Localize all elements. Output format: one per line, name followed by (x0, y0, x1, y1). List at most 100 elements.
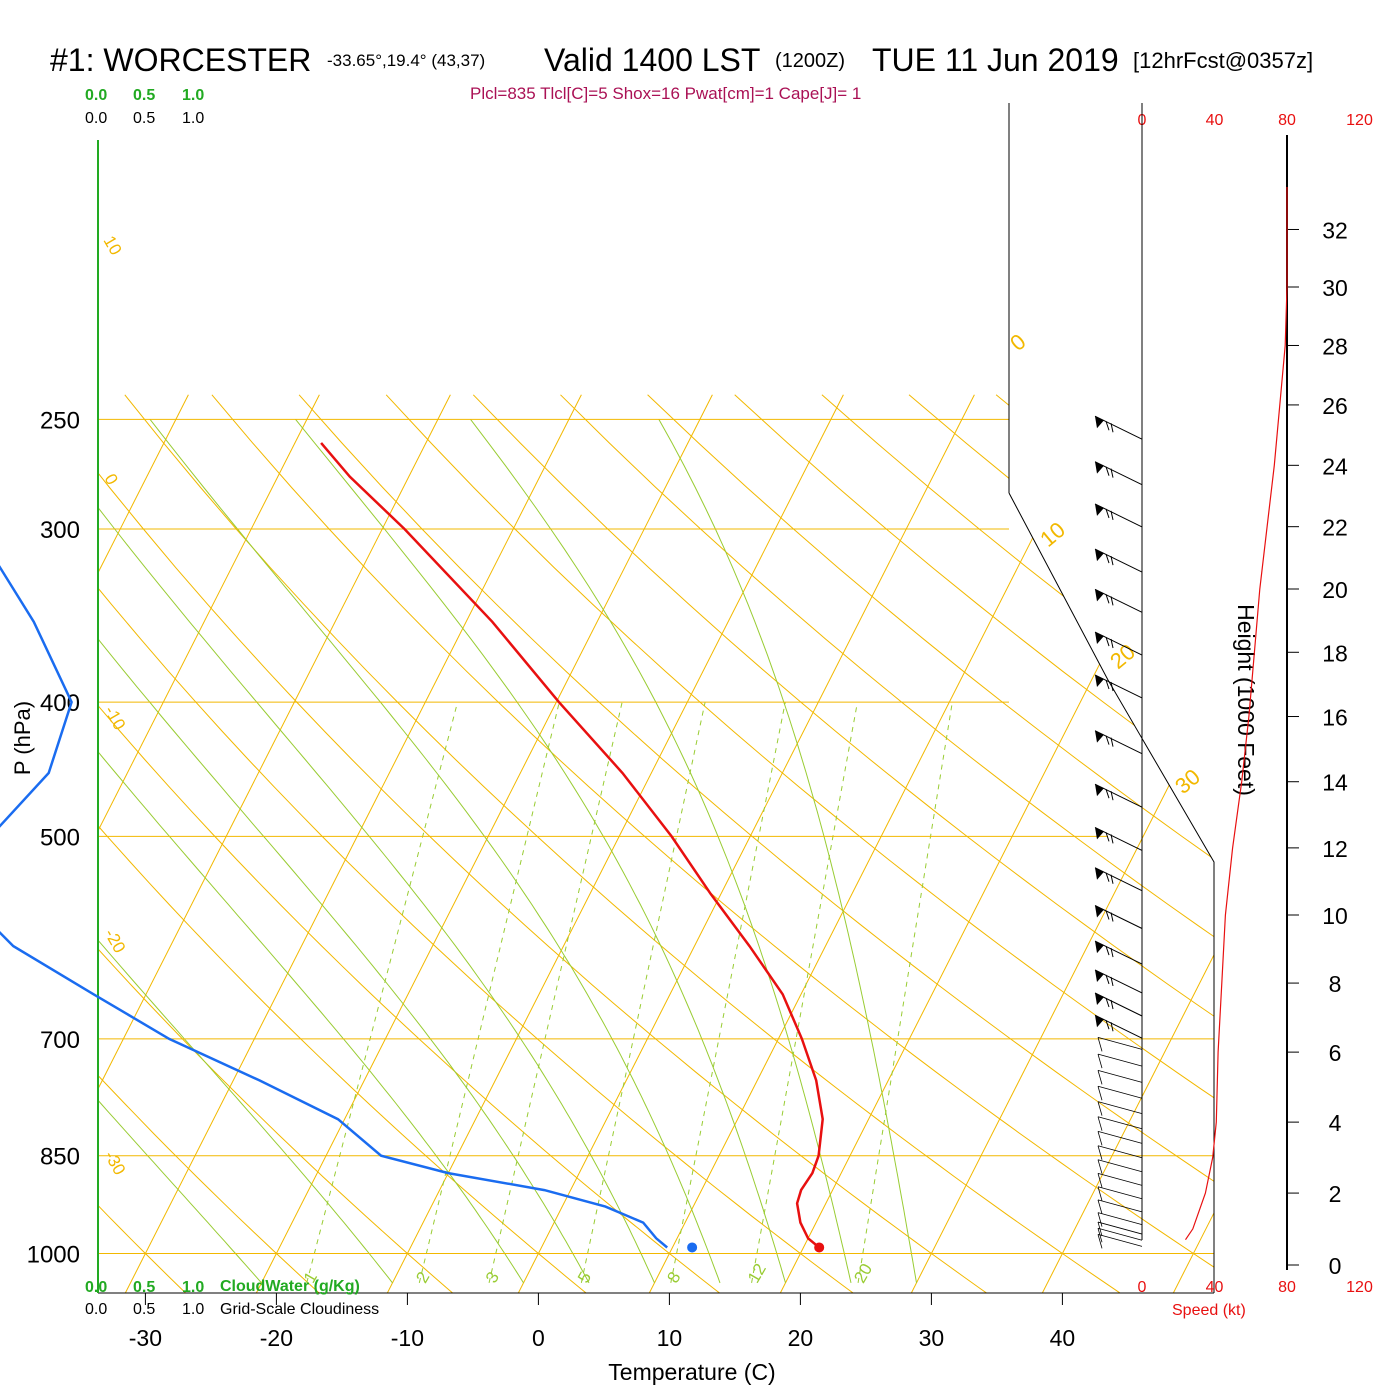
speed-tick-bottom: 0 (1138, 1279, 1147, 1296)
wind-barb (1097, 1212, 1143, 1227)
pressure-label-400: 400 (40, 690, 80, 717)
height-axis-title: Height (1000 Feet) (1233, 604, 1259, 796)
station-title: #1: WORCESTER (50, 42, 311, 78)
cloudwater-label: CloudWater (g/Kg) (220, 1278, 360, 1295)
dry-adiabat (98, 394, 744, 1293)
temperature-axis: -30 -20 -10 0 10 20 30 40 (129, 1293, 1075, 1351)
mixing-ratio-line (580, 702, 706, 1283)
dry-adiabat (98, 394, 609, 1293)
mixing-ratio-line (670, 702, 786, 1283)
forecast-date: TUE 11 Jun 2019 (872, 42, 1119, 78)
x-tick-label: 40 (1050, 1325, 1076, 1351)
moist-adiabat (98, 750, 524, 1284)
dry-adiabat (98, 394, 340, 1293)
isotherm (98, 394, 320, 1293)
dry-adiabat (1082, 394, 1214, 1293)
top-cloudwater-scale: 0.0 0.5 1.0 (85, 87, 204, 104)
x-tick-label: 20 (788, 1325, 814, 1351)
height-tick-label: 24 (1322, 453, 1348, 479)
wind-barb (1094, 940, 1143, 965)
isotherms (98, 394, 1214, 1293)
wind-barb (1094, 631, 1143, 656)
isotherm (98, 394, 451, 1293)
height-tick-label: 6 (1329, 1040, 1342, 1066)
isotherm (115, 394, 582, 1293)
mixing-ratio-label: 8 (663, 1269, 684, 1287)
mixing-ratio-line (488, 702, 623, 1283)
temperature-line (320, 442, 824, 1249)
height-tick-label: 18 (1322, 640, 1348, 666)
top-cloudiness-scale: 0.0 0.5 1.0 (85, 110, 204, 127)
speed-tick-bottom: 40 (1206, 1279, 1224, 1296)
isotherm (770, 394, 1214, 1293)
stability-indices: Plcl=835 Tlcl[C]=5 Shox=16 Pwat[cm]=1 Ca… (470, 84, 861, 103)
x-tick-label: 30 (919, 1325, 945, 1351)
adiabat-label-left: 10 (100, 233, 126, 259)
wind-barb (1094, 548, 1143, 573)
y-axis-title: P (hPa) (10, 701, 35, 775)
adiabat-label-right: 30 (1170, 764, 1205, 799)
bottom-green-2: 1.0 (182, 1279, 204, 1296)
wind-barb (1094, 867, 1143, 892)
pressure-label-850: 850 (40, 1144, 80, 1171)
wind-barb (1097, 1101, 1143, 1116)
pressure-label-700: 700 (40, 1027, 80, 1054)
wind-barb (1094, 992, 1143, 1017)
isotherm (1032, 394, 1214, 1293)
height-tick-label: 12 (1322, 836, 1348, 862)
wind-barb (1097, 1234, 1143, 1249)
station-coords: -33.65°,19.4° (43,37) (327, 51, 485, 70)
height-tick-label: 4 (1329, 1110, 1342, 1136)
dry-adiabat (211, 394, 1214, 1293)
isotherm (508, 394, 975, 1293)
height-tick-label: 20 (1322, 577, 1348, 603)
isotherm (901, 394, 1214, 1293)
mixing-ratio-label: 2 (412, 1269, 433, 1287)
height-tick-label: 16 (1322, 705, 1348, 731)
wind-barb (1097, 1199, 1143, 1214)
adiabat-label-left: 0 (101, 471, 122, 489)
x-tick-label: -10 (391, 1325, 424, 1351)
x-tick-label: 0 (532, 1325, 545, 1351)
bottom-cloudwater-scale: 0.0 0.5 1.0 CloudWater (g/Kg) (85, 1278, 360, 1296)
mixing-ratio-line (751, 702, 858, 1283)
wind-barb (1094, 826, 1143, 851)
mixing-ratio-lines (306, 702, 953, 1283)
dewpoint-line (0, 565, 669, 1249)
adiabat-label-right: 10 (1035, 517, 1070, 552)
dry-adiabat (472, 394, 1214, 1293)
wind-barb (1094, 588, 1143, 613)
speed-axis: 0 40 80 1200 40 80 120 (1138, 103, 1373, 1296)
speed-axis-title: Speed (kt) (1172, 1302, 1246, 1319)
mixing-ratio-line (857, 702, 953, 1283)
mixing-ratio-label: 12 (744, 1260, 770, 1286)
isotherm (246, 394, 713, 1293)
wind-barb (1097, 1186, 1143, 1201)
height-tick-label: 22 (1322, 515, 1348, 541)
top-black-2: 1.0 (182, 110, 204, 127)
moist-adiabat (295, 418, 786, 1284)
pressure-label-300: 300 (40, 517, 80, 544)
adiabat-label-left: -10 (101, 703, 130, 734)
isotherm (639, 394, 1106, 1293)
utc-time: (1200Z) (775, 50, 845, 72)
speed-tick-bottom: 80 (1278, 1279, 1296, 1296)
speed-tick-top: 40 (1206, 112, 1224, 129)
bottom-green-0: 0.0 (85, 1279, 107, 1296)
dry-adiabat (734, 394, 1214, 1293)
isotherm (98, 394, 189, 1293)
forecast-run: [12hrFcst@0357z] (1133, 48, 1313, 73)
adiabat-label-right: 20 (1105, 639, 1140, 674)
moist-adiabat (98, 1099, 262, 1284)
wind-barb (1094, 905, 1143, 929)
dry-adiabat (647, 394, 1214, 1293)
wind-barb (1094, 461, 1143, 486)
height-tick-label: 32 (1322, 217, 1348, 243)
height-tick-label: 10 (1322, 903, 1348, 929)
dry-adiabat (98, 394, 474, 1293)
bottom-black-2: 1.0 (182, 1301, 204, 1318)
wind-barb (1094, 674, 1143, 699)
isobars (98, 418, 1214, 1254)
